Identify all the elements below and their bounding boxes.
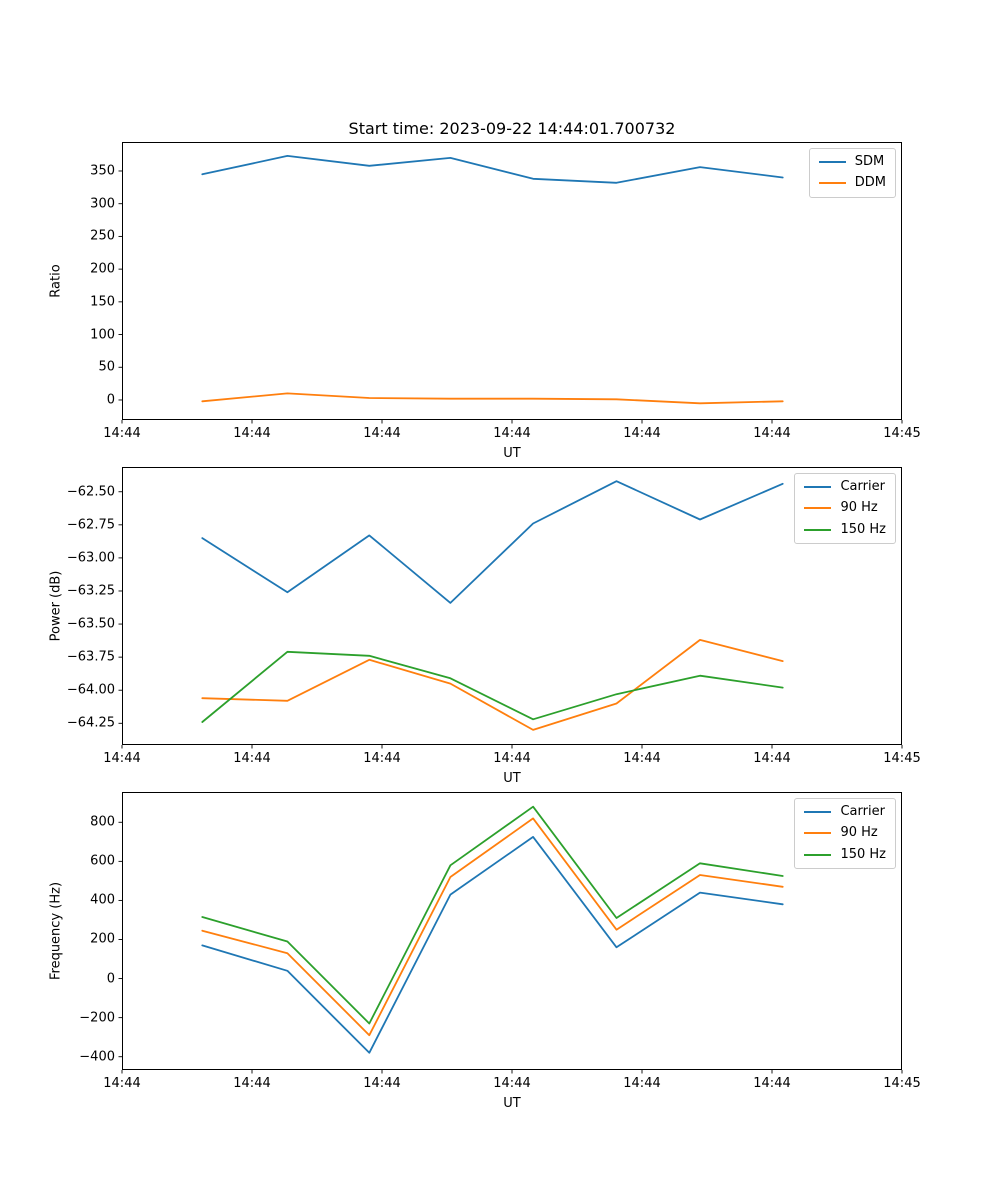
legend-entry-150-hz: 150 Hz bbox=[804, 846, 886, 862]
y-tick-label: −63.00 bbox=[66, 550, 115, 566]
x-tick-label: 14:45 bbox=[883, 1076, 921, 1091]
x-tick-label: 14:44 bbox=[753, 1076, 791, 1091]
y-tick-label: −64.25 bbox=[66, 715, 115, 731]
y-tick-label: −63.25 bbox=[66, 583, 115, 599]
y-tick-label: 800 bbox=[90, 814, 115, 830]
legend-power: Carrier 90 Hz 150 Hz bbox=[794, 473, 896, 544]
y-tick-label: 200 bbox=[90, 261, 115, 277]
series-line-carrier bbox=[201, 836, 784, 1054]
y-tick-label: 0 bbox=[106, 971, 115, 987]
y-tick-label: −63.75 bbox=[66, 649, 115, 665]
legend-line-swatch bbox=[804, 486, 832, 489]
y-tick-label: −400 bbox=[79, 1049, 115, 1065]
axes-spines bbox=[122, 792, 902, 1070]
x-axis-label-ut: UT bbox=[503, 1096, 521, 1111]
x-tick-label: 14:44 bbox=[493, 1076, 531, 1091]
x-tick-label: 14:44 bbox=[753, 751, 791, 766]
x-tick-label: 14:44 bbox=[103, 426, 141, 441]
series-line-ddm bbox=[201, 392, 784, 405]
x-tick-label: 14:44 bbox=[623, 426, 661, 441]
plot-area-frequency bbox=[118, 792, 903, 1074]
subplot-frequency: Frequency (Hz) −400 −200 0 200 400 600 800 14:… bbox=[0, 792, 1000, 1111]
y-tick-label: −64.00 bbox=[66, 682, 115, 698]
y-tick-label: 150 bbox=[90, 294, 115, 310]
x-tick-label: 14:44 bbox=[363, 1076, 401, 1091]
y-tick-label: −200 bbox=[79, 1010, 115, 1026]
x-tick-label: 14:44 bbox=[233, 1076, 271, 1091]
x-tick-label: 14:44 bbox=[493, 751, 531, 766]
y-tick-label: −62.50 bbox=[66, 484, 115, 500]
legend-entry-150-hz: 150 Hz bbox=[804, 521, 886, 537]
y-tick-label: 200 bbox=[90, 931, 115, 947]
y-tick-label: −63.50 bbox=[66, 616, 115, 632]
legend-line-swatch bbox=[804, 507, 832, 510]
legend-line-swatch bbox=[804, 811, 832, 814]
legend-entry-90-hz: 90 Hz bbox=[804, 500, 886, 516]
x-tick-label: 14:44 bbox=[363, 751, 401, 766]
y-tick-label: −62.75 bbox=[66, 517, 115, 533]
x-tick-label: 14:44 bbox=[103, 1076, 141, 1091]
legend-line-swatch bbox=[818, 182, 846, 185]
series-line-carrier bbox=[201, 480, 784, 604]
axes-spines bbox=[122, 467, 902, 745]
x-tick-label: 14:44 bbox=[753, 426, 791, 441]
legend-label: Carrier bbox=[840, 479, 885, 494]
x-tick-label: 14:44 bbox=[493, 426, 531, 441]
y-tick-label: 600 bbox=[90, 853, 115, 869]
legend-entry-sdm: SDM bbox=[818, 154, 886, 169]
y-tick-label: 100 bbox=[90, 327, 115, 343]
legend-entry-90-hz: 90 Hz bbox=[804, 825, 886, 841]
y-tick-label: 400 bbox=[90, 892, 115, 908]
series-line-90-hz bbox=[201, 638, 784, 731]
plot-area-power bbox=[118, 467, 903, 749]
subplot-power: Power (dB) −64.25 −64.00 −63.75 −63.50 −63.2… bbox=[0, 467, 1000, 786]
plot-area-ratio bbox=[118, 142, 903, 424]
y-tick-label: 350 bbox=[90, 163, 115, 179]
x-tick-label: 14:44 bbox=[623, 751, 661, 766]
legend-frequency: Carrier 90 Hz 150 Hz bbox=[794, 798, 896, 869]
x-axis-label-ut: UT bbox=[503, 771, 521, 786]
legend-entry-ddm: DDM bbox=[818, 175, 886, 191]
y-tick-label: 250 bbox=[90, 228, 115, 244]
x-tick-label: 14:45 bbox=[883, 426, 921, 441]
series-line-150-hz bbox=[201, 805, 784, 1025]
legend-ratio: SDM DDM bbox=[808, 148, 896, 198]
x-tick-label: 14:44 bbox=[623, 1076, 661, 1091]
y-tick-label: 300 bbox=[90, 196, 115, 212]
series-line-150-hz bbox=[201, 650, 784, 723]
y-axis-label-ratio: Ratio bbox=[48, 264, 64, 298]
legend-label: Carrier bbox=[840, 804, 885, 819]
y-tick-label: 50 bbox=[98, 359, 115, 375]
x-tick-label: 14:45 bbox=[883, 751, 921, 766]
x-tick-label: 14:44 bbox=[233, 751, 271, 766]
legend-line-swatch bbox=[804, 528, 832, 531]
y-axis-label-frequency: Frequency (Hz) bbox=[48, 881, 64, 981]
legend-entry-carrier: Carrier bbox=[804, 479, 886, 494]
y-axis-label-power: Power (dB) bbox=[48, 570, 64, 642]
legend-label: 150 Hz bbox=[840, 846, 886, 862]
legend-label: DDM bbox=[854, 175, 886, 191]
legend-label: 90 Hz bbox=[840, 825, 878, 841]
legend-label: 150 Hz bbox=[840, 521, 886, 537]
legend-entry-carrier: Carrier bbox=[804, 804, 886, 819]
figure-title: Start time: 2023-09-22 14:44:01.700732 bbox=[348, 119, 676, 138]
legend-label: SDM bbox=[854, 154, 885, 169]
series-line-90-hz bbox=[201, 817, 784, 1037]
axes-spines bbox=[122, 142, 902, 420]
subplot-ratio: Ratio 0 50 100 150 200 250 300 350 14:44 14:44 14… bbox=[0, 142, 1000, 461]
legend-line-swatch bbox=[818, 161, 846, 164]
y-tick-label: 0 bbox=[106, 392, 115, 408]
x-tick-label: 14:44 bbox=[103, 751, 141, 766]
legend-line-swatch bbox=[804, 832, 832, 835]
x-tick-label: 14:44 bbox=[233, 426, 271, 441]
series-line-sdm bbox=[201, 154, 784, 184]
legend-line-swatch bbox=[804, 853, 832, 856]
x-axis-label-ut: UT bbox=[503, 446, 521, 461]
x-tick-label: 14:44 bbox=[363, 426, 401, 441]
legend-label: 90 Hz bbox=[840, 500, 878, 516]
